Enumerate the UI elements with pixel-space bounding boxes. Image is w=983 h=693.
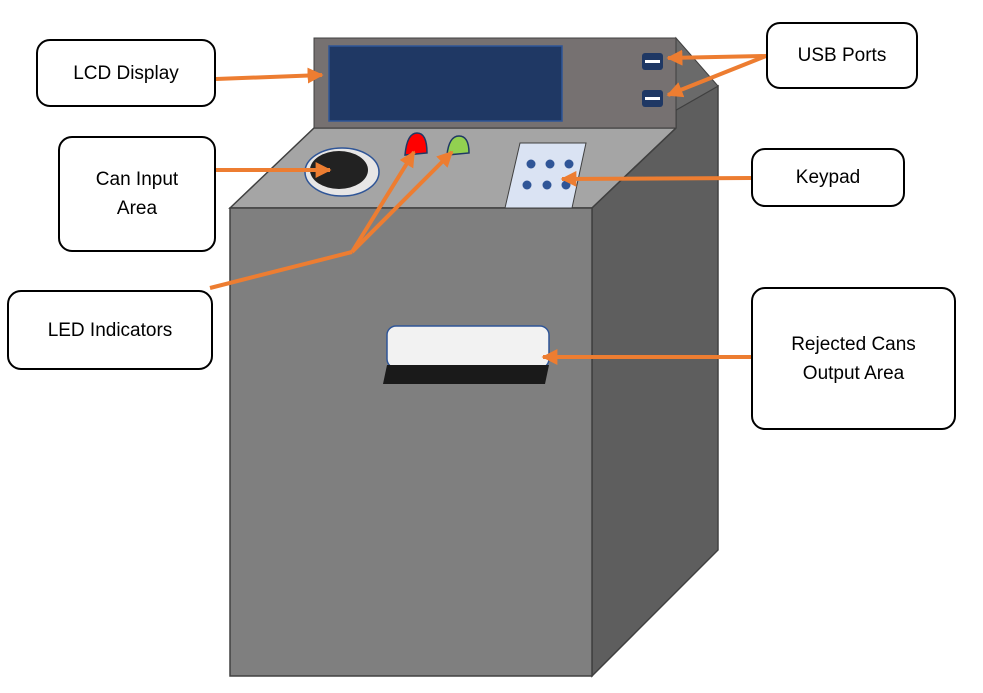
rejected-cans-slot (383, 325, 550, 384)
usb-port (642, 53, 663, 70)
pointer-arrows (209, 49, 767, 365)
keypad-key (522, 180, 532, 190)
arrow-led-green (350, 150, 454, 254)
callout-usb-ports: USB Ports (766, 22, 918, 89)
led-green (446, 135, 470, 156)
keypad-key (564, 159, 574, 169)
arrow-keypad (560, 170, 752, 187)
arrow-led-shared-line (209, 250, 353, 290)
callout-keypad: Keypad (751, 148, 905, 207)
keypad-key (545, 159, 555, 169)
keypad-key (542, 180, 552, 190)
usb-port (642, 90, 663, 107)
keypad-key (561, 180, 571, 190)
keypad-panel (504, 142, 587, 209)
can-input-opening (304, 147, 380, 197)
keypad-key (526, 159, 536, 169)
machine-front-face (229, 207, 593, 677)
display-housing (313, 36, 719, 129)
arrow-lcd-display (215, 67, 324, 84)
callout-lcd-display: LCD Display (36, 39, 216, 107)
lcd-screen (328, 45, 563, 122)
callout-can-input-area: Can Input Area (58, 136, 216, 252)
arrow-usb-port-lower (666, 54, 767, 98)
arrow-usb-port-upper (666, 49, 767, 66)
arrow-led-red (350, 150, 416, 254)
callout-rejected-cans-output-area: Rejected Cans Output Area (751, 287, 956, 430)
callout-led-indicators: LED Indicators (7, 290, 213, 370)
led-red (404, 132, 428, 156)
